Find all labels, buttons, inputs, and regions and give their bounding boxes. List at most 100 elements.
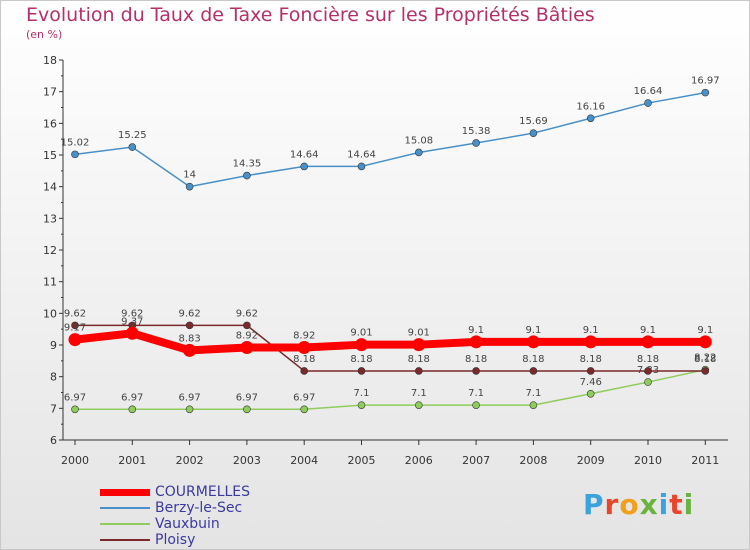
y-tick-label: 7 — [50, 402, 57, 415]
data-label: 14.35 — [233, 159, 262, 170]
data-label: 8.92 — [236, 331, 258, 342]
proxiti-logo: Proxiti — [583, 488, 695, 521]
legend-swatch — [100, 489, 150, 496]
y-tick-label: 13 — [43, 212, 57, 225]
data-label: 6.97 — [293, 392, 315, 403]
series-line — [75, 368, 706, 411]
x-tick-label: 2011 — [691, 454, 719, 467]
data-point — [71, 405, 79, 414]
data-point — [414, 401, 423, 409]
data-point — [355, 338, 368, 352]
data-label: 7.1 — [411, 388, 427, 399]
data-point — [297, 341, 311, 355]
data-point — [300, 405, 309, 414]
data-point — [128, 143, 137, 151]
data-point — [243, 321, 251, 330]
data-label: 6.97 — [178, 392, 200, 403]
data-point — [526, 335, 540, 349]
x-tick-label: 2008 — [519, 454, 547, 467]
data-point — [357, 401, 366, 409]
data-point — [644, 99, 652, 107]
data-label: 8.22 — [694, 353, 716, 364]
data-label: 15.69 — [519, 116, 548, 127]
data-point — [71, 321, 79, 330]
legend-swatch — [100, 523, 150, 525]
x-tick-label: 2001 — [118, 454, 146, 467]
x-tick-label: 2006 — [405, 454, 433, 467]
axes: 6 7 8 9 10 11 12 13 14 15 16 17 18 2000 2001 2002 2003 20… — [43, 54, 728, 467]
data-point — [357, 367, 366, 375]
data-point — [586, 367, 595, 375]
y-tick-label: 9 — [50, 339, 57, 352]
data-label: 8.18 — [580, 354, 602, 365]
legend-label: Ploisy — [155, 532, 196, 548]
data-point — [701, 367, 710, 375]
data-label: 16.64 — [634, 86, 663, 97]
data-label: 15.08 — [404, 135, 433, 146]
chart-subtitle: (en %) — [26, 28, 63, 41]
data-label: 9.62 — [121, 308, 143, 319]
data-point — [472, 139, 480, 147]
data-label: 9.1 — [697, 325, 713, 336]
data-point — [414, 148, 423, 157]
y-tick-label: 17 — [43, 86, 57, 99]
series-courmelles: 9.17 9.37 8.83 8.92 8.92 9.01 9.01 9.1 9.1 9.1 9.1… — [64, 316, 713, 357]
data-label: 16.16 — [576, 101, 605, 112]
series-berzy-le-sec: 15.02 15.25 14 14.35 14.64 14.64 15.08 15.38 15.… — [61, 76, 720, 191]
data-point — [414, 367, 423, 375]
data-label: 9.1 — [525, 325, 541, 336]
data-point — [71, 150, 79, 159]
data-label: 9.62 — [178, 308, 200, 319]
x-tick-label: 2000 — [61, 454, 89, 467]
series-line — [74, 329, 706, 355]
data-label: 14.64 — [347, 149, 376, 160]
legend-swatch — [100, 539, 150, 541]
data-point — [529, 367, 538, 375]
data-point — [529, 401, 538, 409]
data-point — [472, 401, 480, 409]
data-point — [125, 326, 139, 340]
data-label: 7.1 — [525, 388, 541, 399]
series-vauxbuin: 6.976.976.976.976.977.17.17.17.17.467.83… — [64, 353, 716, 414]
data-label: 15.38 — [462, 126, 491, 137]
data-point — [529, 129, 538, 137]
y-tick-label: 15 — [43, 149, 57, 162]
data-label: 7.46 — [580, 377, 602, 388]
legend-swatch — [100, 507, 150, 509]
legend-label: COURMELLES — [155, 484, 251, 500]
data-point — [644, 367, 652, 375]
y-tick-label: 18 — [43, 54, 57, 67]
data-label: 9.1 — [583, 325, 599, 336]
data-label: 8.18 — [522, 354, 544, 365]
data-label: 9.62 — [64, 308, 86, 319]
y-tick-label: 14 — [43, 181, 57, 194]
legend-label: Vauxbuin — [155, 516, 220, 532]
x-tick-label: 2003 — [233, 454, 261, 467]
data-point — [586, 114, 595, 123]
data-label: 9.17 — [64, 323, 86, 334]
x-tick-label: 2002 — [176, 454, 204, 467]
x-tick-label: 2004 — [290, 454, 318, 467]
data-label: 9.1 — [640, 325, 656, 336]
data-point — [185, 182, 194, 191]
data-label: 15.02 — [61, 137, 90, 148]
data-point — [243, 171, 251, 180]
data-label: 8.18 — [350, 354, 372, 365]
data-label: 7.1 — [354, 388, 370, 399]
data-point — [357, 162, 366, 171]
data-point — [128, 405, 137, 414]
data-label: 9.62 — [236, 308, 258, 319]
chart-title: Evolution du Taux de Taxe Foncière sur l… — [26, 4, 595, 26]
data-label: 6.97 — [64, 392, 86, 403]
data-label: 14 — [183, 170, 196, 181]
data-label: 8.18 — [637, 354, 659, 365]
data-point — [185, 405, 194, 414]
data-label: 8.18 — [408, 354, 430, 365]
data-label: 15.25 — [118, 130, 147, 141]
data-label: 8.18 — [465, 354, 487, 365]
x-tick-label: 2005 — [348, 454, 376, 467]
series-line — [75, 324, 706, 372]
y-tick-label: 12 — [43, 244, 57, 257]
